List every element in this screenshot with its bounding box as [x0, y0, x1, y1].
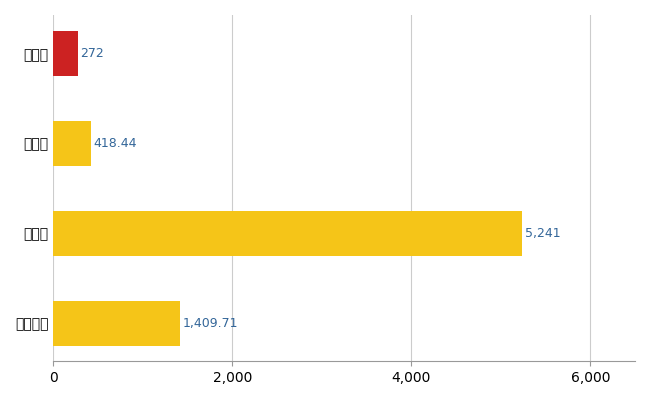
- Bar: [53, 300, 179, 346]
- Bar: [53, 121, 91, 166]
- Bar: [53, 31, 78, 76]
- Text: 5,241: 5,241: [525, 227, 561, 240]
- Text: 1,409.71: 1,409.71: [182, 316, 238, 330]
- Text: 418.44: 418.44: [94, 137, 137, 150]
- Bar: [53, 211, 523, 256]
- Text: 272: 272: [81, 47, 104, 60]
